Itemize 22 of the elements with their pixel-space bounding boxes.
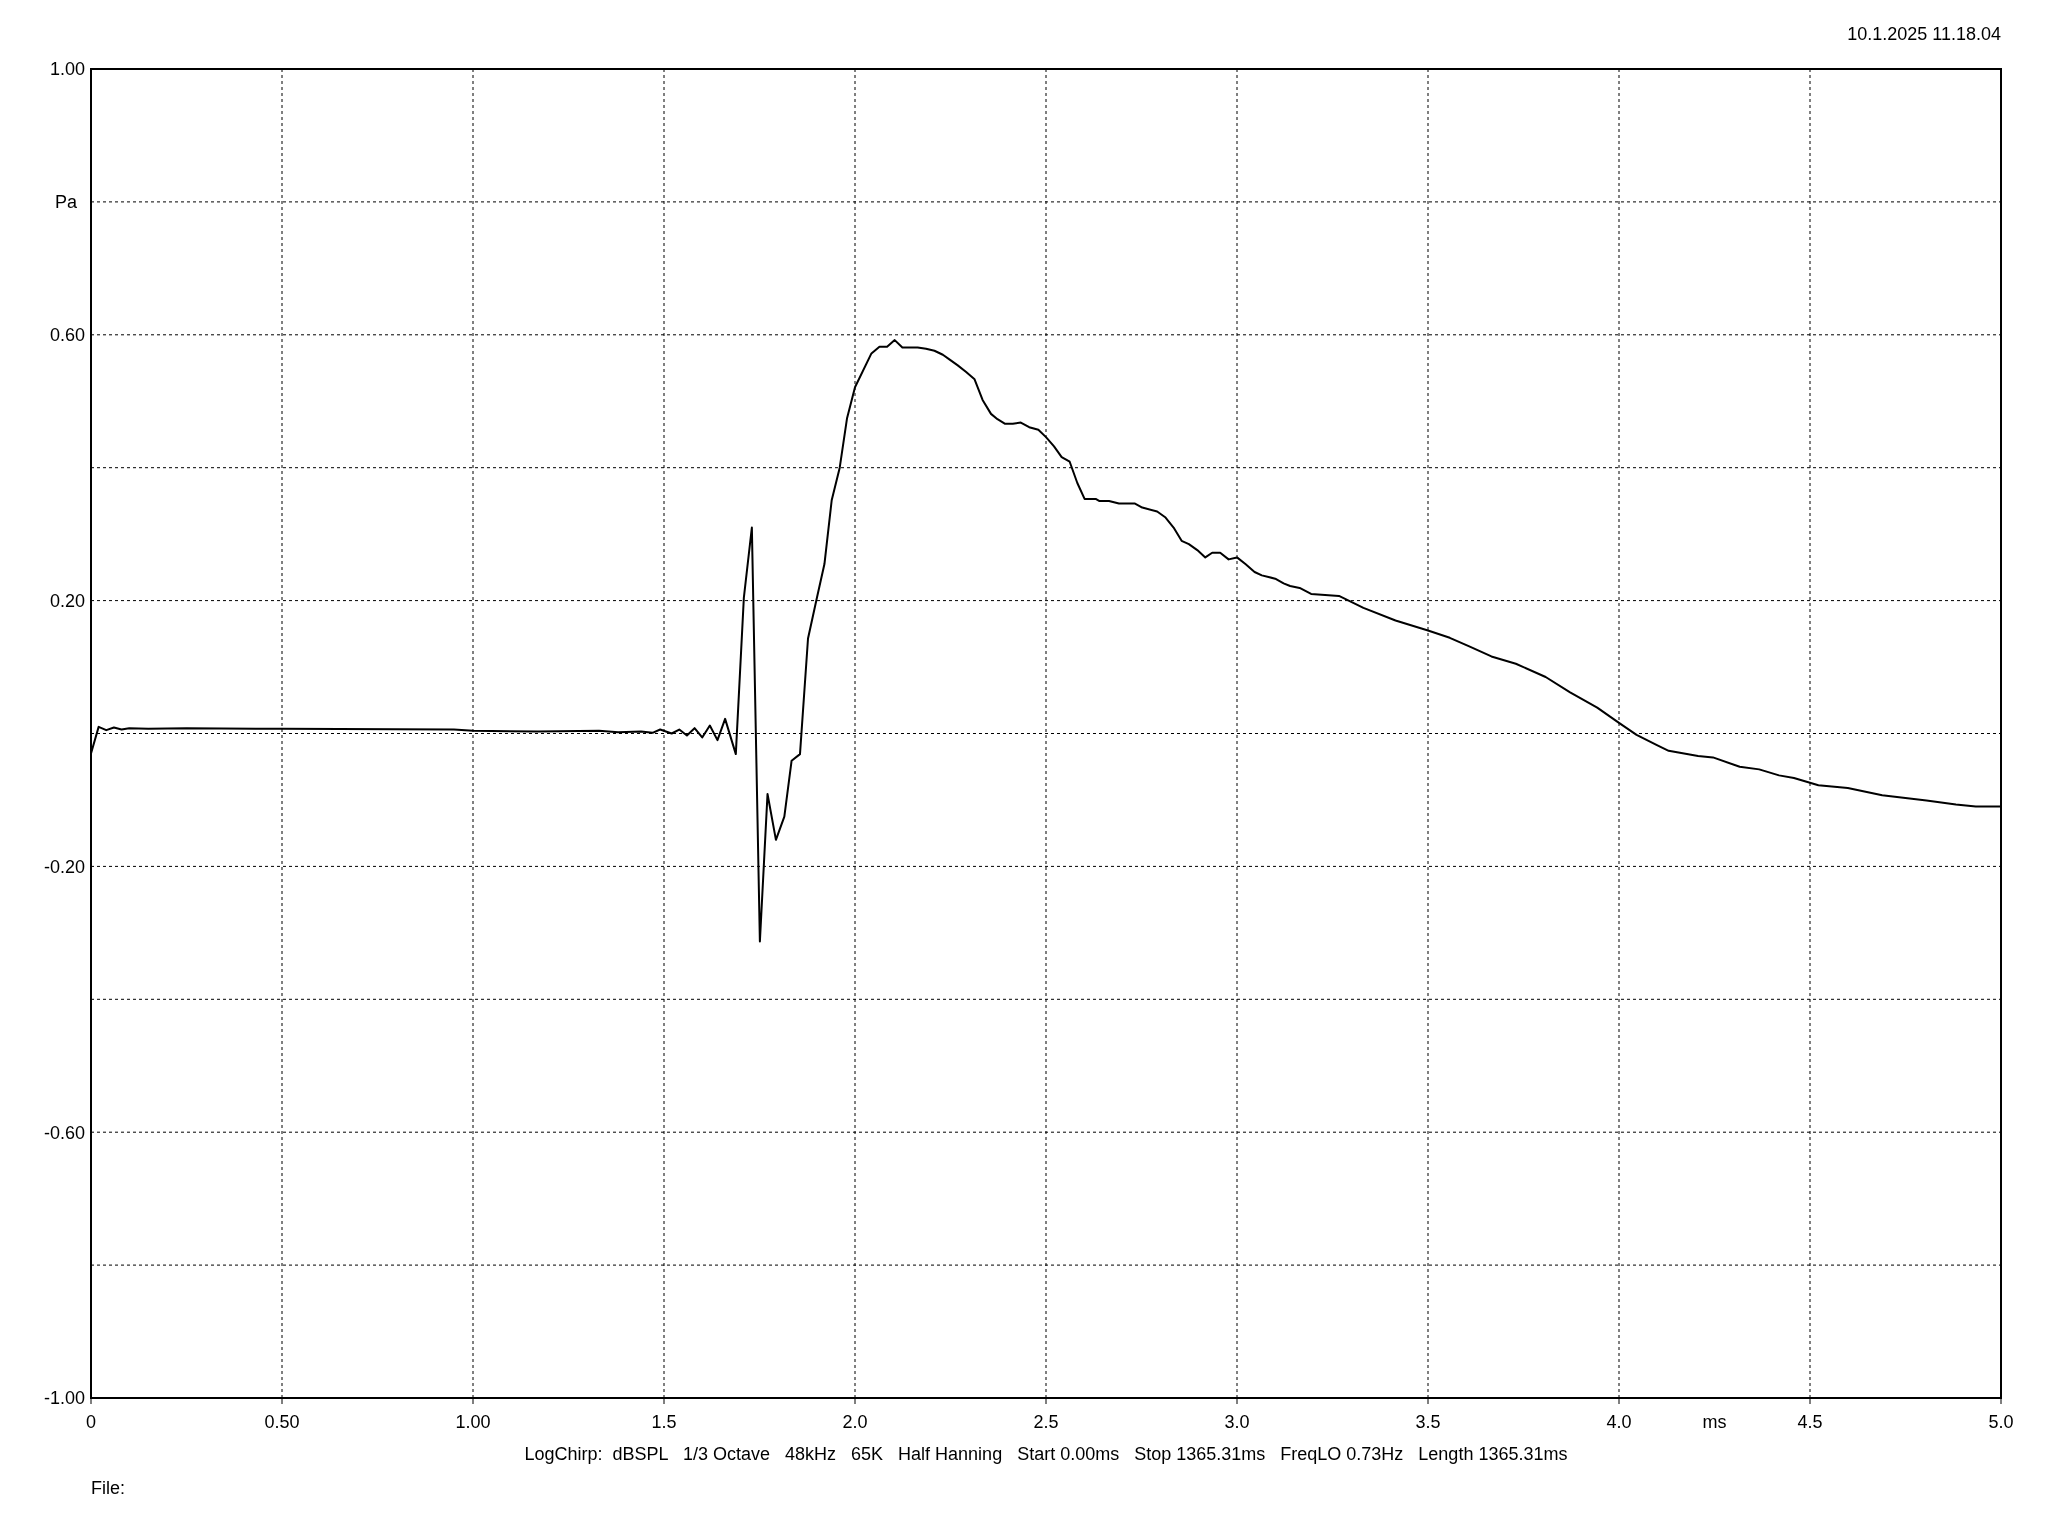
x-tick-label: 3.0 [1224,1412,1250,1432]
text: LogChirp: dBSPL 1/3 Octave 48kHz 65K Half Hanning Start 0.00ms Stop 1365.31ms FreqLO 0.73Hz Length 1365.31ms [524,1444,1568,1464]
x-tick-label: 4.5 [1797,1412,1823,1432]
text: File: [91,1478,126,1498]
y-tick-label: 0.60 [49,325,85,346]
x-tick-label: 0 [85,1412,97,1432]
x-tick-label: 3.5 [1415,1412,1441,1432]
x-axis-title: ms [1702,1412,1727,1432]
x-tick-label: 5.0 [1988,1412,2014,1432]
y-axis-title: Pa [54,192,78,213]
x-tick-label: 4.0 [1606,1412,1632,1432]
y-tick-label: 0.20 [49,590,85,611]
x-tick-label: 2.5 [1033,1412,1059,1432]
text: 10.1.2025 11.18.04 [1847,24,2001,44]
x-tick-label: 1.5 [651,1412,677,1432]
y-tick-label: -0.20 [43,856,85,877]
y-tick-label: -0.60 [43,1122,85,1143]
x-tick-label: 2.0 [842,1412,868,1432]
x-tick-label: 0.50 [264,1412,300,1432]
y-tick-label: 1.00 [49,59,85,80]
y-tick-label: -1.00 [43,1388,85,1409]
x-tick-label: 1.00 [455,1412,491,1432]
